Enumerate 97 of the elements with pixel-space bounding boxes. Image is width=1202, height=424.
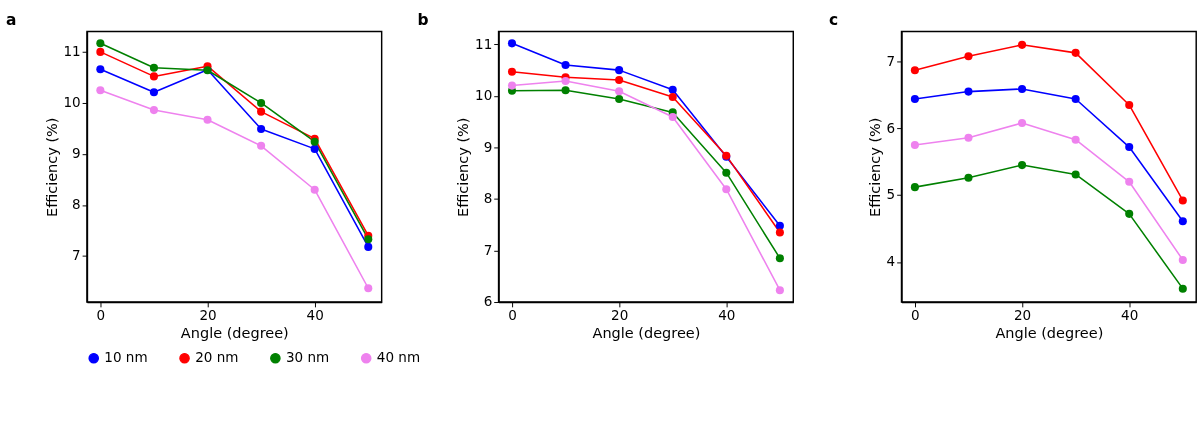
point [364, 284, 373, 293]
x-tick-label: 20 [199, 306, 217, 323]
point [149, 63, 158, 72]
point [310, 185, 319, 194]
point [96, 39, 105, 48]
point [775, 228, 784, 237]
chart-title: c [829, 10, 839, 29]
y-tick-label: 10 [63, 94, 81, 111]
point [1125, 143, 1134, 152]
point [964, 87, 973, 96]
x-tick-label: 0 [508, 306, 517, 323]
y-tick-label: 7 [72, 247, 81, 264]
point [561, 60, 570, 70]
point [203, 115, 212, 124]
x-axis-title: Angle (degree) [180, 325, 289, 342]
x-tick-label: 40 [718, 306, 736, 323]
point [1071, 170, 1080, 179]
point [1071, 94, 1080, 103]
y-tick-label: 4 [886, 253, 896, 270]
x-tick-label: 20 [1013, 306, 1032, 323]
point [1071, 135, 1080, 144]
x-tick-label: 40 [1121, 306, 1139, 323]
x-axis-title: Angle (degree) [592, 325, 701, 342]
y-tick-label: 9 [483, 138, 493, 155]
point [1018, 118, 1027, 128]
point [1178, 284, 1187, 293]
point [1125, 100, 1134, 109]
point [310, 144, 319, 153]
x-tick-label: 40 [306, 306, 324, 323]
y-tick-label: 11 [63, 43, 81, 60]
chart-title: a [5, 10, 17, 29]
point [507, 81, 517, 90]
y-tick-label: 8 [72, 196, 81, 213]
point [1018, 40, 1027, 49]
point [910, 66, 919, 75]
legend-label: 30 nm [286, 349, 330, 366]
point [668, 113, 677, 122]
y-tick-label: 8 [483, 190, 493, 207]
point [507, 67, 517, 76]
legend-label: 20 nm [195, 349, 239, 366]
point [1018, 84, 1027, 93]
y-tick-label: 7 [483, 241, 493, 258]
point [775, 254, 784, 263]
x-tick-label: 0 [96, 306, 106, 323]
y-axis-title: Efficiency (%) [43, 117, 60, 217]
point [775, 221, 784, 230]
y-axis-title: Efficiency (%) [455, 117, 472, 217]
point [964, 52, 973, 61]
point [257, 98, 266, 107]
point [722, 185, 731, 194]
point [364, 242, 373, 251]
point [96, 47, 105, 56]
point [257, 124, 266, 134]
point [1178, 196, 1187, 205]
y-tick-label: 6 [483, 293, 493, 310]
point [1018, 161, 1027, 170]
point [615, 94, 624, 104]
point [364, 235, 373, 244]
point [96, 65, 105, 74]
point [257, 107, 266, 116]
point [668, 92, 677, 101]
point [149, 106, 158, 115]
chart-title: b [417, 10, 429, 29]
x-tick-label: 20 [611, 306, 629, 323]
legend-label: 10 nm [104, 349, 148, 366]
point [964, 173, 973, 182]
point [964, 133, 973, 142]
point [1125, 209, 1134, 218]
point [561, 86, 570, 95]
point [507, 39, 517, 48]
point [1071, 48, 1080, 57]
legend-label: 40 nm [376, 349, 421, 366]
point [910, 141, 919, 150]
y-tick-label: 9 [72, 145, 81, 162]
point [257, 141, 266, 150]
x-tick-label: 0 [911, 306, 920, 323]
point [1178, 217, 1187, 226]
y-tick-label: 5 [886, 186, 896, 203]
point [96, 86, 105, 95]
y-tick-label: 7 [886, 52, 896, 69]
point [910, 183, 919, 192]
point [615, 66, 624, 75]
point [149, 88, 158, 97]
point [1125, 177, 1134, 186]
point [149, 72, 158, 81]
y-axis-title: Efficiency (%) [866, 117, 883, 217]
point [722, 168, 731, 177]
point [910, 94, 919, 103]
point [668, 85, 677, 94]
x-axis-title: Angle (degree) [995, 325, 1104, 342]
y-tick-label: 10 [475, 87, 493, 104]
y-tick-label: 6 [886, 119, 896, 136]
point [775, 286, 784, 295]
y-tick-label: 11 [475, 35, 493, 52]
point [615, 87, 624, 96]
point [1178, 255, 1187, 264]
point [615, 75, 624, 84]
